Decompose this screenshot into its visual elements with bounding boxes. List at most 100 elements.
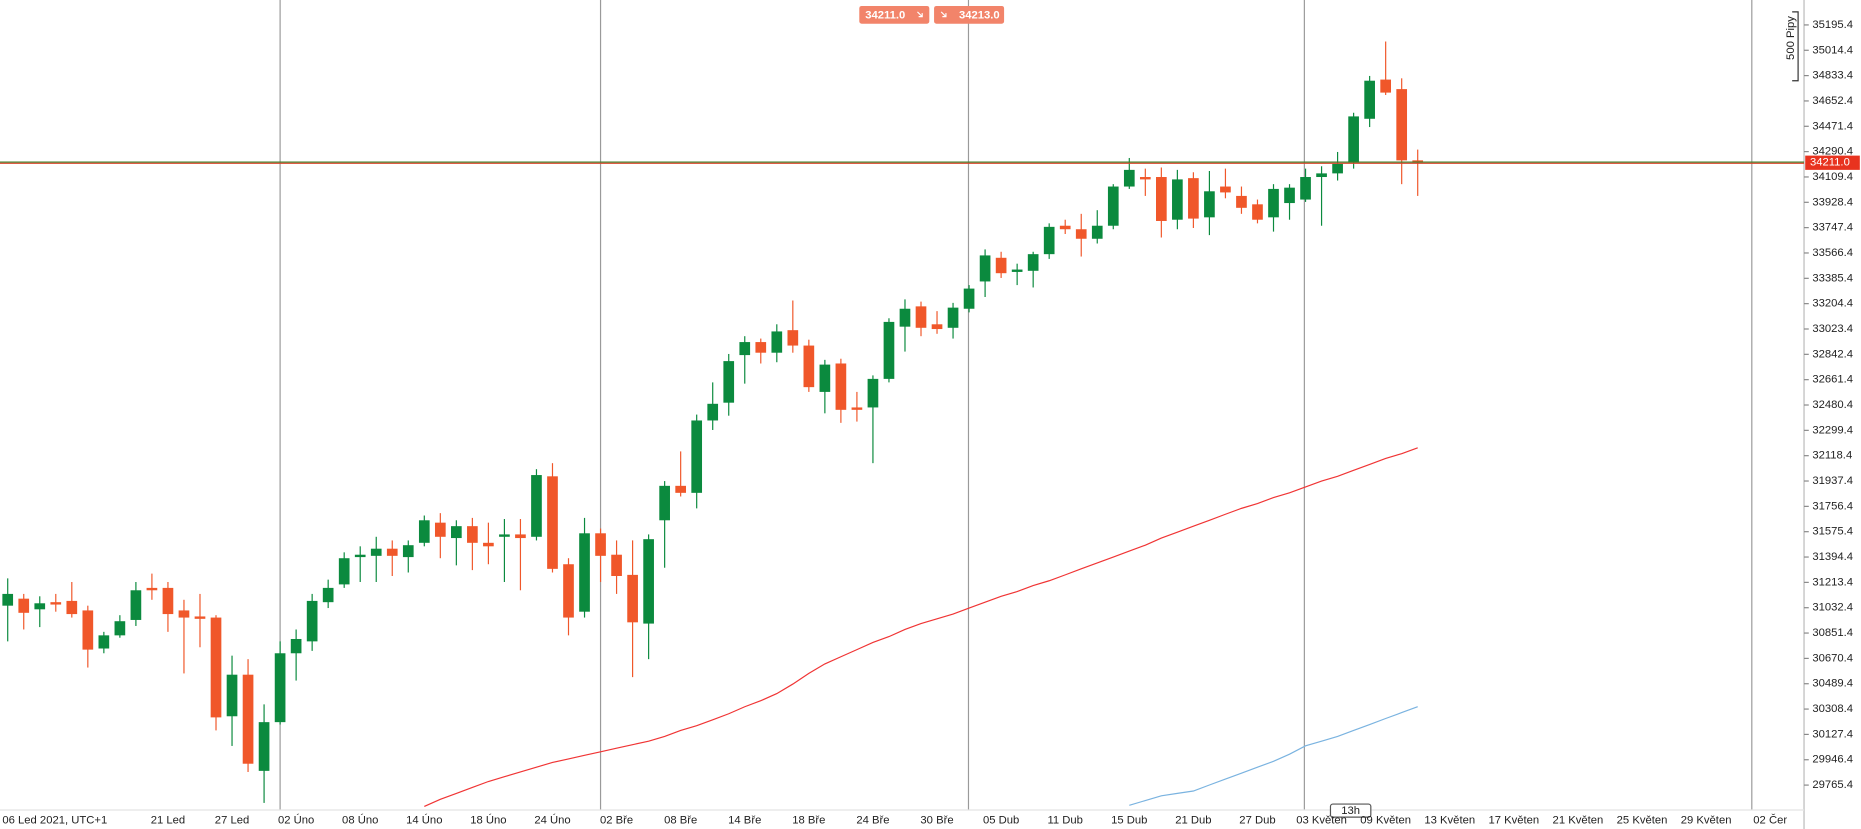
x-tick-label: 27 Led xyxy=(215,815,249,827)
candle-body xyxy=(771,331,783,353)
x-tick-label: 14 Úno xyxy=(406,814,442,827)
indicator-line xyxy=(1129,706,1418,806)
candle-body xyxy=(242,674,254,764)
y-tick-label: 31032.4 xyxy=(1812,602,1853,614)
candle-body xyxy=(1252,204,1263,220)
axis-start-label: 06 Led 2021, UTC+1 xyxy=(2,815,107,827)
candle-body xyxy=(1300,177,1311,200)
candle-body xyxy=(851,407,863,410)
y-tick-label: 33023.4 xyxy=(1812,323,1853,335)
candle-body xyxy=(1268,188,1279,218)
y-tick-label: 34471.4 xyxy=(1812,120,1853,132)
candle-body xyxy=(1412,160,1424,163)
candle-body xyxy=(1075,229,1087,239)
y-tick-label: 32480.4 xyxy=(1812,399,1853,411)
candle-body xyxy=(178,610,190,618)
x-tick-label: 03 Květen xyxy=(1296,815,1347,827)
candle-body xyxy=(1172,179,1183,220)
y-tick-label: 30489.4 xyxy=(1812,678,1853,690)
candle-body xyxy=(1220,186,1231,193)
y-tick-label: 29765.4 xyxy=(1812,779,1853,791)
candle-body xyxy=(434,522,446,537)
y-tick-label: 31937.4 xyxy=(1812,475,1853,487)
plot xyxy=(2,41,1424,807)
x-tick-label: 21 Dub xyxy=(1175,815,1211,827)
x-tick-label: 08 Úno xyxy=(342,814,378,827)
candle-body xyxy=(130,590,142,620)
y-tick-label: 34833.4 xyxy=(1812,70,1853,82)
candle-body xyxy=(867,378,879,408)
candle-body xyxy=(883,321,895,379)
y-tick-label: 33566.4 xyxy=(1812,247,1853,259)
y-tick-label: 34290.4 xyxy=(1812,146,1853,158)
buy-button[interactable] xyxy=(934,5,1005,24)
candle-body xyxy=(370,548,382,556)
candle-body xyxy=(627,574,638,623)
candle-body xyxy=(739,342,751,356)
candle-body xyxy=(995,257,1007,274)
x-tick-label: 11 Dub xyxy=(1047,815,1082,827)
candle-body xyxy=(1123,169,1135,187)
y-tick-label: 31575.4 xyxy=(1812,526,1853,538)
sell-button[interactable] xyxy=(859,5,930,24)
x-tick-label: 18 Bře xyxy=(792,815,825,827)
candle-body xyxy=(819,364,831,392)
x-tick-label: 02 Úno xyxy=(278,814,314,827)
candle-body xyxy=(1204,191,1215,218)
candle-body xyxy=(451,526,462,539)
candle-body xyxy=(467,526,478,543)
x-tick-label: 14 Bře xyxy=(728,815,761,827)
y-tick-label: 30670.4 xyxy=(1812,652,1853,664)
candle-body xyxy=(386,548,398,556)
x-tick-label: 09 Květen xyxy=(1360,815,1411,827)
candle-body xyxy=(1011,269,1023,272)
candle-body xyxy=(338,558,350,585)
y-tick-label: 30308.4 xyxy=(1812,703,1853,715)
y-tick-label: 32842.4 xyxy=(1812,348,1853,360)
y-tick-label: 31213.4 xyxy=(1812,576,1853,588)
candle-body xyxy=(1332,163,1343,174)
y-tick-label: 31756.4 xyxy=(1812,500,1853,512)
candle-body xyxy=(899,308,911,327)
x-tick-label: 21 Led xyxy=(151,815,185,827)
x-tick-label: 24 Bře xyxy=(856,815,889,827)
y-tick-label: 33747.4 xyxy=(1812,222,1853,234)
candle-body xyxy=(146,587,158,591)
arrow-icon xyxy=(940,11,947,18)
candle-body xyxy=(787,330,799,346)
y-tick-label: 31394.4 xyxy=(1812,551,1853,563)
candle-body xyxy=(515,534,526,539)
candle-body xyxy=(611,554,622,576)
candle-body xyxy=(258,722,270,771)
candle-body xyxy=(643,539,654,624)
y-tick-label: 34652.4 xyxy=(1812,95,1853,107)
x-tick-label: 24 Úno xyxy=(534,814,570,827)
candle-body xyxy=(755,342,767,353)
y-tick-label: 33204.4 xyxy=(1812,298,1853,310)
candle-body xyxy=(563,564,574,618)
candle-body xyxy=(1284,187,1295,204)
current-price-label: 34211.0 xyxy=(1810,157,1850,169)
x-tick-label: 13 Květen xyxy=(1424,815,1475,827)
candle-body xyxy=(402,545,414,558)
candle-body xyxy=(707,403,719,421)
candle-body xyxy=(1156,177,1167,221)
candle-body xyxy=(1364,80,1375,119)
candle-body xyxy=(803,345,815,388)
candle-body xyxy=(82,610,94,650)
candle-body xyxy=(1396,89,1408,161)
candle-body xyxy=(1059,225,1071,230)
x-tick-label: 29 Květen xyxy=(1681,815,1732,827)
candle-body xyxy=(1139,177,1151,180)
candle-body xyxy=(675,485,687,493)
candle-body xyxy=(915,306,927,328)
x-tick-label: 21 Květen xyxy=(1553,815,1604,827)
y-tick-label: 35014.4 xyxy=(1812,44,1853,56)
candle-body xyxy=(691,420,703,493)
candle-body xyxy=(98,635,110,649)
x-tick-label: 17 Květen xyxy=(1488,815,1539,827)
candle-body xyxy=(18,598,30,613)
candle-body xyxy=(1348,116,1359,163)
candle-body xyxy=(290,638,302,654)
